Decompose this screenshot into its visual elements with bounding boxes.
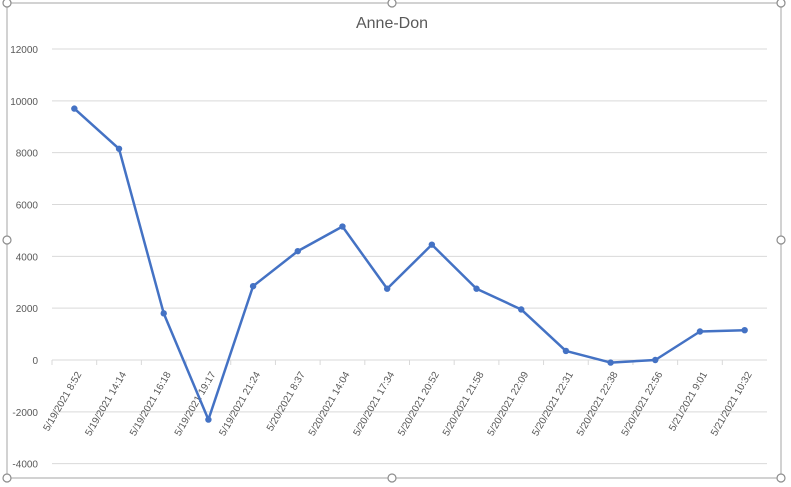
data-point[interactable] [339, 223, 346, 230]
y-tick-label: 10000 [10, 97, 38, 108]
y-tick-label: -4000 [12, 460, 38, 471]
data-point[interactable] [607, 359, 614, 366]
data-point[interactable] [696, 328, 704, 335]
resize-handle[interactable] [2, 235, 12, 245]
resize-handle[interactable] [2, 0, 12, 8]
data-point[interactable] [428, 241, 436, 248]
resize-handle[interactable] [776, 235, 786, 245]
data-point[interactable] [562, 347, 570, 355]
data-point[interactable] [518, 306, 525, 313]
y-tick-label: 0 [32, 356, 38, 367]
y-tick-label: 4000 [16, 252, 39, 263]
y-tick-label: 6000 [16, 201, 39, 212]
y-tick-label: 8000 [16, 149, 39, 160]
chart-title: Anne-Don [356, 15, 428, 32]
resize-handle[interactable] [776, 0, 786, 8]
resize-handle[interactable] [387, 473, 397, 483]
data-point[interactable] [383, 285, 391, 292]
data-point[interactable] [205, 416, 212, 423]
data-point[interactable] [652, 356, 659, 364]
chart-area[interactable] [6, 2, 782, 479]
y-tick-label: -2000 [12, 408, 38, 419]
data-point[interactable] [115, 145, 123, 152]
data-point[interactable] [741, 326, 748, 334]
series-line [73, 107, 745, 421]
y-tick-label: 2000 [16, 304, 39, 315]
data-point[interactable] [294, 247, 301, 255]
y-tick-label: 12000 [10, 45, 38, 56]
data-point[interactable] [473, 285, 480, 292]
data-point[interactable] [71, 105, 78, 112]
data-point[interactable] [249, 282, 257, 290]
resize-handle[interactable] [387, 0, 397, 8]
resize-handle[interactable] [2, 473, 12, 483]
data-point[interactable] [160, 310, 167, 317]
resize-handle[interactable] [776, 473, 786, 483]
